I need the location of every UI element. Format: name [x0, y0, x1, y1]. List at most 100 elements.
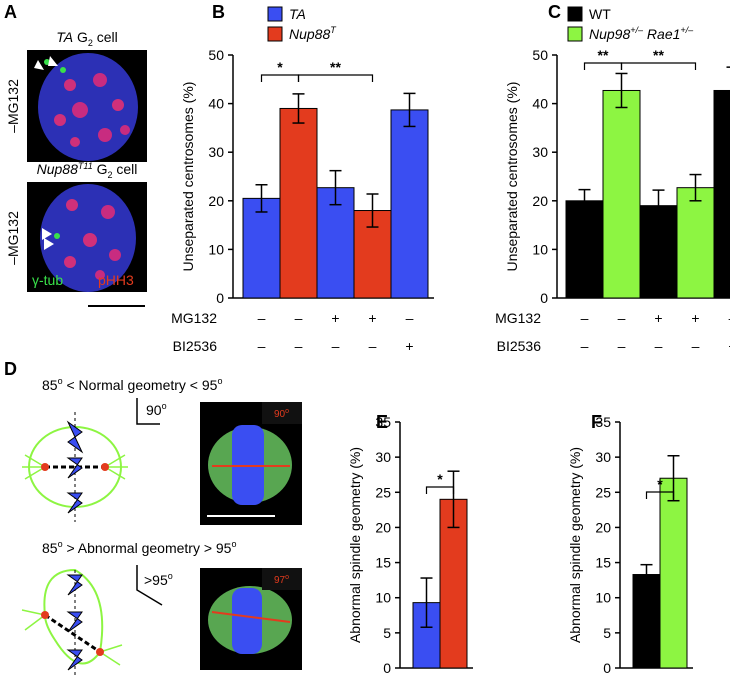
y-tick-label: 0 [603, 660, 611, 676]
legend-label: Nup88T [289, 25, 337, 42]
legend-swatch [567, 6, 583, 22]
y-tick-label: 5 [383, 625, 391, 641]
condition-sign: – [581, 310, 589, 326]
angle-label: >95o [144, 571, 173, 588]
condition-sign: – [332, 338, 340, 354]
panel-letter: A [4, 2, 17, 22]
significance-bracket [425, 486, 455, 494]
y-tick-label: 25 [375, 484, 391, 500]
y-tick-label: 20 [375, 519, 391, 535]
panel-letter: E [376, 412, 388, 432]
legend-swatch [567, 26, 583, 42]
condition-sign: + [654, 310, 662, 326]
legend-label: TA [289, 6, 306, 22]
angle-icon [136, 565, 163, 606]
y-tick-label: 5 [603, 625, 611, 641]
bar [659, 477, 688, 669]
significance-label: * [657, 476, 663, 492]
condition-sign: – [692, 338, 700, 354]
bar [565, 200, 604, 299]
angle-label: 97o [274, 574, 289, 586]
condition-sign: + [405, 338, 413, 354]
legend-text: Nup98 [589, 26, 630, 42]
image-title: Nup88T11 G2 cell [37, 161, 138, 180]
side-label: –MG132 [5, 79, 21, 133]
condition-sign: – [258, 310, 266, 326]
legend-text: TA [289, 6, 306, 22]
legend-swatch [267, 6, 283, 22]
y-tick-label: 0 [216, 290, 224, 306]
significance-bracket [645, 491, 675, 499]
significance-bracket [620, 62, 697, 70]
y-axis-title: Unseparated centrosomes (%) [180, 82, 196, 272]
spindle-diagram [22, 412, 128, 522]
y-tick-label: 10 [595, 590, 611, 606]
y-tick-label: 15 [595, 555, 611, 571]
side-label: –MG132 [5, 211, 21, 265]
y-tick-label: 10 [532, 241, 548, 257]
micrograph [200, 568, 302, 670]
condition-label: BI2536 [497, 338, 542, 354]
angle-label: 90o [146, 401, 167, 418]
legend-text: +/– [630, 25, 644, 35]
micrograph [27, 182, 147, 292]
significance-label: * [277, 59, 283, 75]
y-tick-label: 50 [208, 47, 224, 63]
significance-label: ** [330, 59, 341, 75]
y-tick-label: 20 [208, 193, 224, 209]
significance-label: ** [653, 47, 664, 63]
stain-label: γ-tub [32, 272, 63, 288]
bar [602, 89, 641, 299]
condition-sign: + [691, 310, 699, 326]
bar [390, 109, 429, 299]
geometry-label: 85o > Abnormal geometry > 95o [42, 539, 236, 556]
condition-sign: – [618, 310, 626, 326]
y-axis-title: Abnormal spindle geometry (%) [567, 447, 583, 643]
legend-text: T [330, 25, 337, 35]
condition-sign: – [295, 338, 303, 354]
y-axis-title: Unseparated centrosomes (%) [504, 82, 520, 272]
condition-label: MG132 [495, 310, 541, 326]
y-tick-label: 0 [540, 290, 548, 306]
condition-sign: + [728, 338, 730, 354]
condition-sign: – [581, 338, 589, 354]
significance-bracket [583, 62, 623, 70]
condition-sign: – [406, 310, 414, 326]
bar [242, 197, 281, 299]
panel-letter: B [212, 2, 225, 22]
y-tick-label: 40 [208, 96, 224, 112]
significance-bracket [297, 74, 374, 82]
y-tick-label: 0 [383, 660, 391, 676]
condition-sign: + [368, 310, 376, 326]
bar [316, 187, 355, 299]
significance-label: * [437, 471, 443, 487]
legend-label: Nup98+/– Rae1+/– [589, 25, 694, 42]
angle-label: 90o [274, 408, 289, 420]
panel-letter: F [591, 412, 602, 432]
y-tick-label: 30 [532, 144, 548, 160]
y-tick-label: 30 [375, 449, 391, 465]
y-tick-label: 30 [595, 449, 611, 465]
y-tick-label: 25 [595, 484, 611, 500]
legend-text: WT [589, 6, 611, 22]
legend-text: Nup88 [289, 26, 330, 42]
condition-sign: – [655, 338, 663, 354]
micrograph [27, 50, 147, 162]
condition-sign: – [258, 338, 266, 354]
legend-label: WT [589, 6, 611, 22]
legend-text: +/– [680, 25, 694, 35]
y-tick-label: 20 [532, 193, 548, 209]
condition-label: BI2536 [173, 338, 218, 354]
y-axis-title: Abnormal spindle geometry (%) [347, 447, 363, 643]
condition-sign: – [369, 338, 377, 354]
bar [676, 187, 715, 299]
condition-sign: + [331, 310, 339, 326]
significance-label: ** [598, 47, 609, 63]
y-tick-label: 20 [595, 519, 611, 535]
y-tick-label: 50 [532, 47, 548, 63]
y-tick-label: 35 [375, 414, 391, 430]
bar [279, 107, 318, 299]
angle-icon [136, 398, 160, 425]
bar [713, 89, 730, 299]
